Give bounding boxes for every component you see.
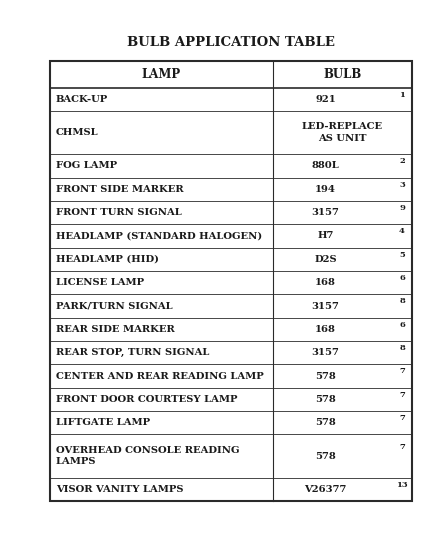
Text: 7: 7 <box>399 367 405 375</box>
Text: HEADLAMP (STANDARD HALOGEN): HEADLAMP (STANDARD HALOGEN) <box>56 231 262 240</box>
Text: REAR SIDE MARKER: REAR SIDE MARKER <box>56 325 174 334</box>
Text: CHMSL: CHMSL <box>56 128 98 137</box>
Text: 578: 578 <box>315 372 336 381</box>
Text: FRONT TURN SIGNAL: FRONT TURN SIGNAL <box>56 208 181 217</box>
Text: PARK/TURN SIGNAL: PARK/TURN SIGNAL <box>56 302 172 311</box>
Text: VISOR VANITY LAMPS: VISOR VANITY LAMPS <box>56 485 183 494</box>
Text: 7: 7 <box>399 391 405 399</box>
Bar <box>50 61 412 501</box>
Text: REAR STOP, TURN SIGNAL: REAR STOP, TURN SIGNAL <box>56 348 209 357</box>
Text: 13: 13 <box>396 481 408 489</box>
Text: 194: 194 <box>315 185 336 194</box>
Text: 578: 578 <box>315 395 336 404</box>
Text: 578: 578 <box>315 418 336 427</box>
Text: CENTER AND REAR READING LAMP: CENTER AND REAR READING LAMP <box>56 372 263 381</box>
Text: HEADLAMP (HID): HEADLAMP (HID) <box>56 255 159 264</box>
Text: 168: 168 <box>315 278 336 287</box>
Text: LICENSE LAMP: LICENSE LAMP <box>56 278 144 287</box>
Text: V26377: V26377 <box>304 485 346 494</box>
Text: 1: 1 <box>399 91 405 99</box>
Text: BACK-UP: BACK-UP <box>56 95 108 104</box>
Text: 9: 9 <box>399 204 405 212</box>
Text: 3157: 3157 <box>311 208 339 217</box>
Text: 8: 8 <box>399 297 405 305</box>
Text: LED-REPLACE
AS UNIT: LED-REPLACE AS UNIT <box>302 122 383 143</box>
Text: 921: 921 <box>315 95 336 104</box>
Text: 7: 7 <box>399 414 405 422</box>
Text: FOG LAMP: FOG LAMP <box>56 161 117 171</box>
Text: LAMP: LAMP <box>142 68 181 81</box>
Text: H7: H7 <box>317 231 334 240</box>
Text: BULB: BULB <box>323 68 361 81</box>
Text: 168: 168 <box>315 325 336 334</box>
Text: BULB APPLICATION TABLE: BULB APPLICATION TABLE <box>127 36 335 49</box>
Text: 5: 5 <box>399 251 405 259</box>
Text: 7: 7 <box>399 443 405 451</box>
Text: 2: 2 <box>399 157 405 165</box>
Text: 880L: 880L <box>311 161 339 171</box>
Text: FRONT DOOR COURTESY LAMP: FRONT DOOR COURTESY LAMP <box>56 395 237 404</box>
Text: 3157: 3157 <box>311 348 339 357</box>
Text: 6: 6 <box>399 274 405 282</box>
Text: 4: 4 <box>399 227 405 235</box>
Text: OVERHEAD CONSOLE READING
LAMPS: OVERHEAD CONSOLE READING LAMPS <box>56 446 239 466</box>
Text: 3157: 3157 <box>311 302 339 311</box>
Text: 578: 578 <box>315 451 336 461</box>
Text: FRONT SIDE MARKER: FRONT SIDE MARKER <box>56 185 183 194</box>
Text: 8: 8 <box>399 344 405 352</box>
Text: D2S: D2S <box>314 255 337 264</box>
Text: 6: 6 <box>399 321 405 329</box>
Text: 3: 3 <box>399 181 405 189</box>
Text: LIFTGATE LAMP: LIFTGATE LAMP <box>56 418 150 427</box>
